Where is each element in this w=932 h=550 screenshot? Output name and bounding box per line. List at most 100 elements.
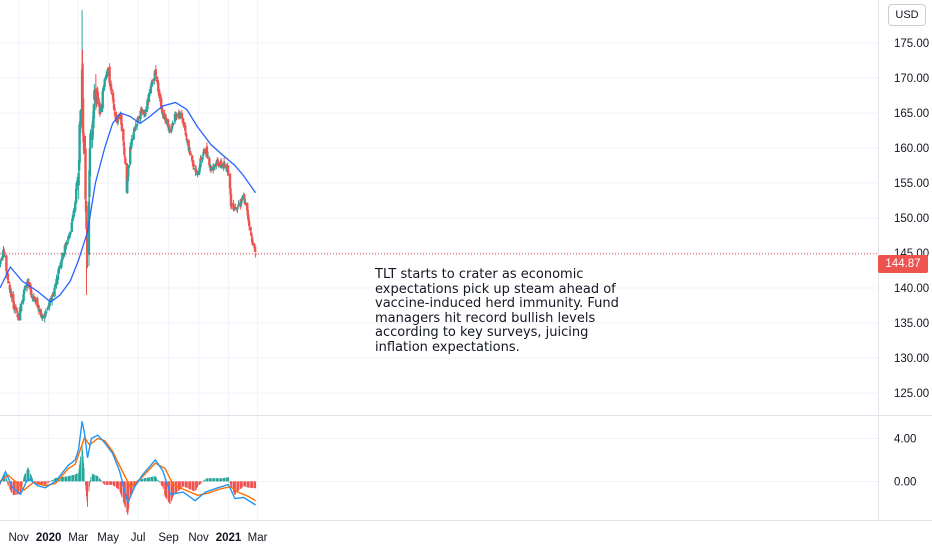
- candle-body: [34, 299, 38, 301]
- time-tick-label: May: [97, 532, 119, 544]
- candle-body: [199, 158, 202, 167]
- price-tick-label: 125.00: [894, 388, 929, 400]
- candle-body: [229, 188, 232, 195]
- candle-body: [57, 268, 60, 275]
- candle-body: [38, 309, 41, 312]
- time-tick-label: Mar: [68, 532, 88, 544]
- candle-body: [201, 156, 204, 160]
- price-tick-label: 160.00: [894, 143, 929, 155]
- candle-body: [206, 156, 210, 158]
- candle-body: [230, 204, 234, 206]
- candle-body: [109, 83, 113, 91]
- candle-body: [7, 280, 10, 284]
- candle-body: [14, 304, 17, 310]
- candle-body: [63, 245, 67, 255]
- candle-body: [87, 201, 91, 255]
- candle-body: [123, 147, 126, 156]
- candle-body: [179, 113, 182, 117]
- candle-body: [184, 125, 187, 131]
- candle-body: [213, 165, 216, 168]
- candle-body: [186, 140, 189, 143]
- price-tick-label: 170.00: [894, 73, 929, 85]
- candle-body: [241, 197, 244, 200]
- candle-body: [22, 289, 26, 294]
- candle-body: [139, 110, 142, 119]
- candle-body: [132, 132, 135, 140]
- price-tick-label: 130.00: [894, 353, 929, 365]
- grid-lines: [0, 0, 878, 520]
- candle-body: [96, 91, 100, 101]
- candle-body: [6, 273, 10, 280]
- candle-body: [217, 161, 220, 166]
- candle-body: [246, 202, 249, 211]
- candle-body: [161, 113, 165, 116]
- candle-body: [158, 92, 161, 99]
- price-tick-label: 150.00: [894, 213, 929, 225]
- candle-body: [166, 119, 170, 128]
- candle-body: [216, 159, 219, 162]
- candle-body: [79, 110, 82, 125]
- candle-body: [182, 122, 186, 126]
- candle-body: [168, 128, 172, 132]
- candle-body: [60, 258, 64, 263]
- time-tick-label: 2020: [36, 532, 62, 544]
- candle-body: [81, 98, 85, 134]
- candle-body: [226, 165, 230, 172]
- candle-body: [40, 313, 43, 319]
- candle-body: [20, 303, 23, 305]
- candle-body: [244, 202, 247, 204]
- candle-body: [77, 160, 81, 171]
- candle-body: [229, 193, 233, 207]
- price-tick-label: 135.00: [894, 318, 929, 330]
- candle-body: [127, 168, 130, 177]
- candle-body: [0, 258, 3, 260]
- time-tick-label: Jul: [131, 532, 146, 544]
- candle-body: [236, 206, 240, 208]
- candle-body: [78, 124, 81, 163]
- candle-body: [203, 149, 206, 153]
- price-tick-label: 140.00: [894, 283, 929, 295]
- candle-body: [110, 89, 113, 92]
- indicator-tick-label: 4.00: [894, 433, 916, 445]
- candle-body: [185, 138, 188, 141]
- candle-body: [220, 165, 223, 168]
- candle-body: [198, 167, 201, 173]
- candle-body: [215, 163, 218, 165]
- currency-button[interactable]: USD: [888, 4, 926, 26]
- time-axis: Nov 2020 Mar May Jul Sep Nov 2021 Mar: [8, 532, 267, 544]
- candle-body: [86, 230, 89, 256]
- candle-body: [62, 253, 65, 258]
- candle-body: [236, 208, 239, 210]
- candle-body: [155, 76, 158, 79]
- candle-body: [33, 297, 37, 301]
- candle-body: [143, 114, 147, 117]
- candle-body: [106, 69, 109, 76]
- candle-body: [48, 301, 51, 307]
- candle-body: [111, 92, 115, 100]
- last-price-tag: 144.87: [878, 255, 928, 273]
- candle-body: [151, 81, 154, 85]
- candle-body: [120, 113, 123, 125]
- candle-body: [72, 210, 75, 217]
- candle-body: [253, 246, 257, 252]
- candle-body: [151, 80, 155, 82]
- candle-body: [74, 188, 78, 203]
- candle-body: [88, 170, 91, 198]
- candle-body: [127, 164, 130, 169]
- candle-body: [181, 117, 184, 119]
- candle-body: [190, 155, 194, 161]
- price-axis: 125.00130.00135.00140.00145.00150.00155.…: [894, 38, 929, 488]
- candle-body: [137, 117, 141, 119]
- candle-body: [187, 140, 190, 151]
- candle-body: [124, 157, 127, 164]
- moving-average-line: [0, 101, 257, 303]
- candle-body: [249, 227, 252, 231]
- candle-body: [36, 298, 39, 307]
- candle-body: [82, 135, 86, 151]
- candle-body: [50, 297, 54, 302]
- candle-body: [197, 170, 201, 175]
- candle-body: [164, 117, 168, 122]
- candle-body: [65, 241, 69, 246]
- candle-body: [101, 91, 104, 109]
